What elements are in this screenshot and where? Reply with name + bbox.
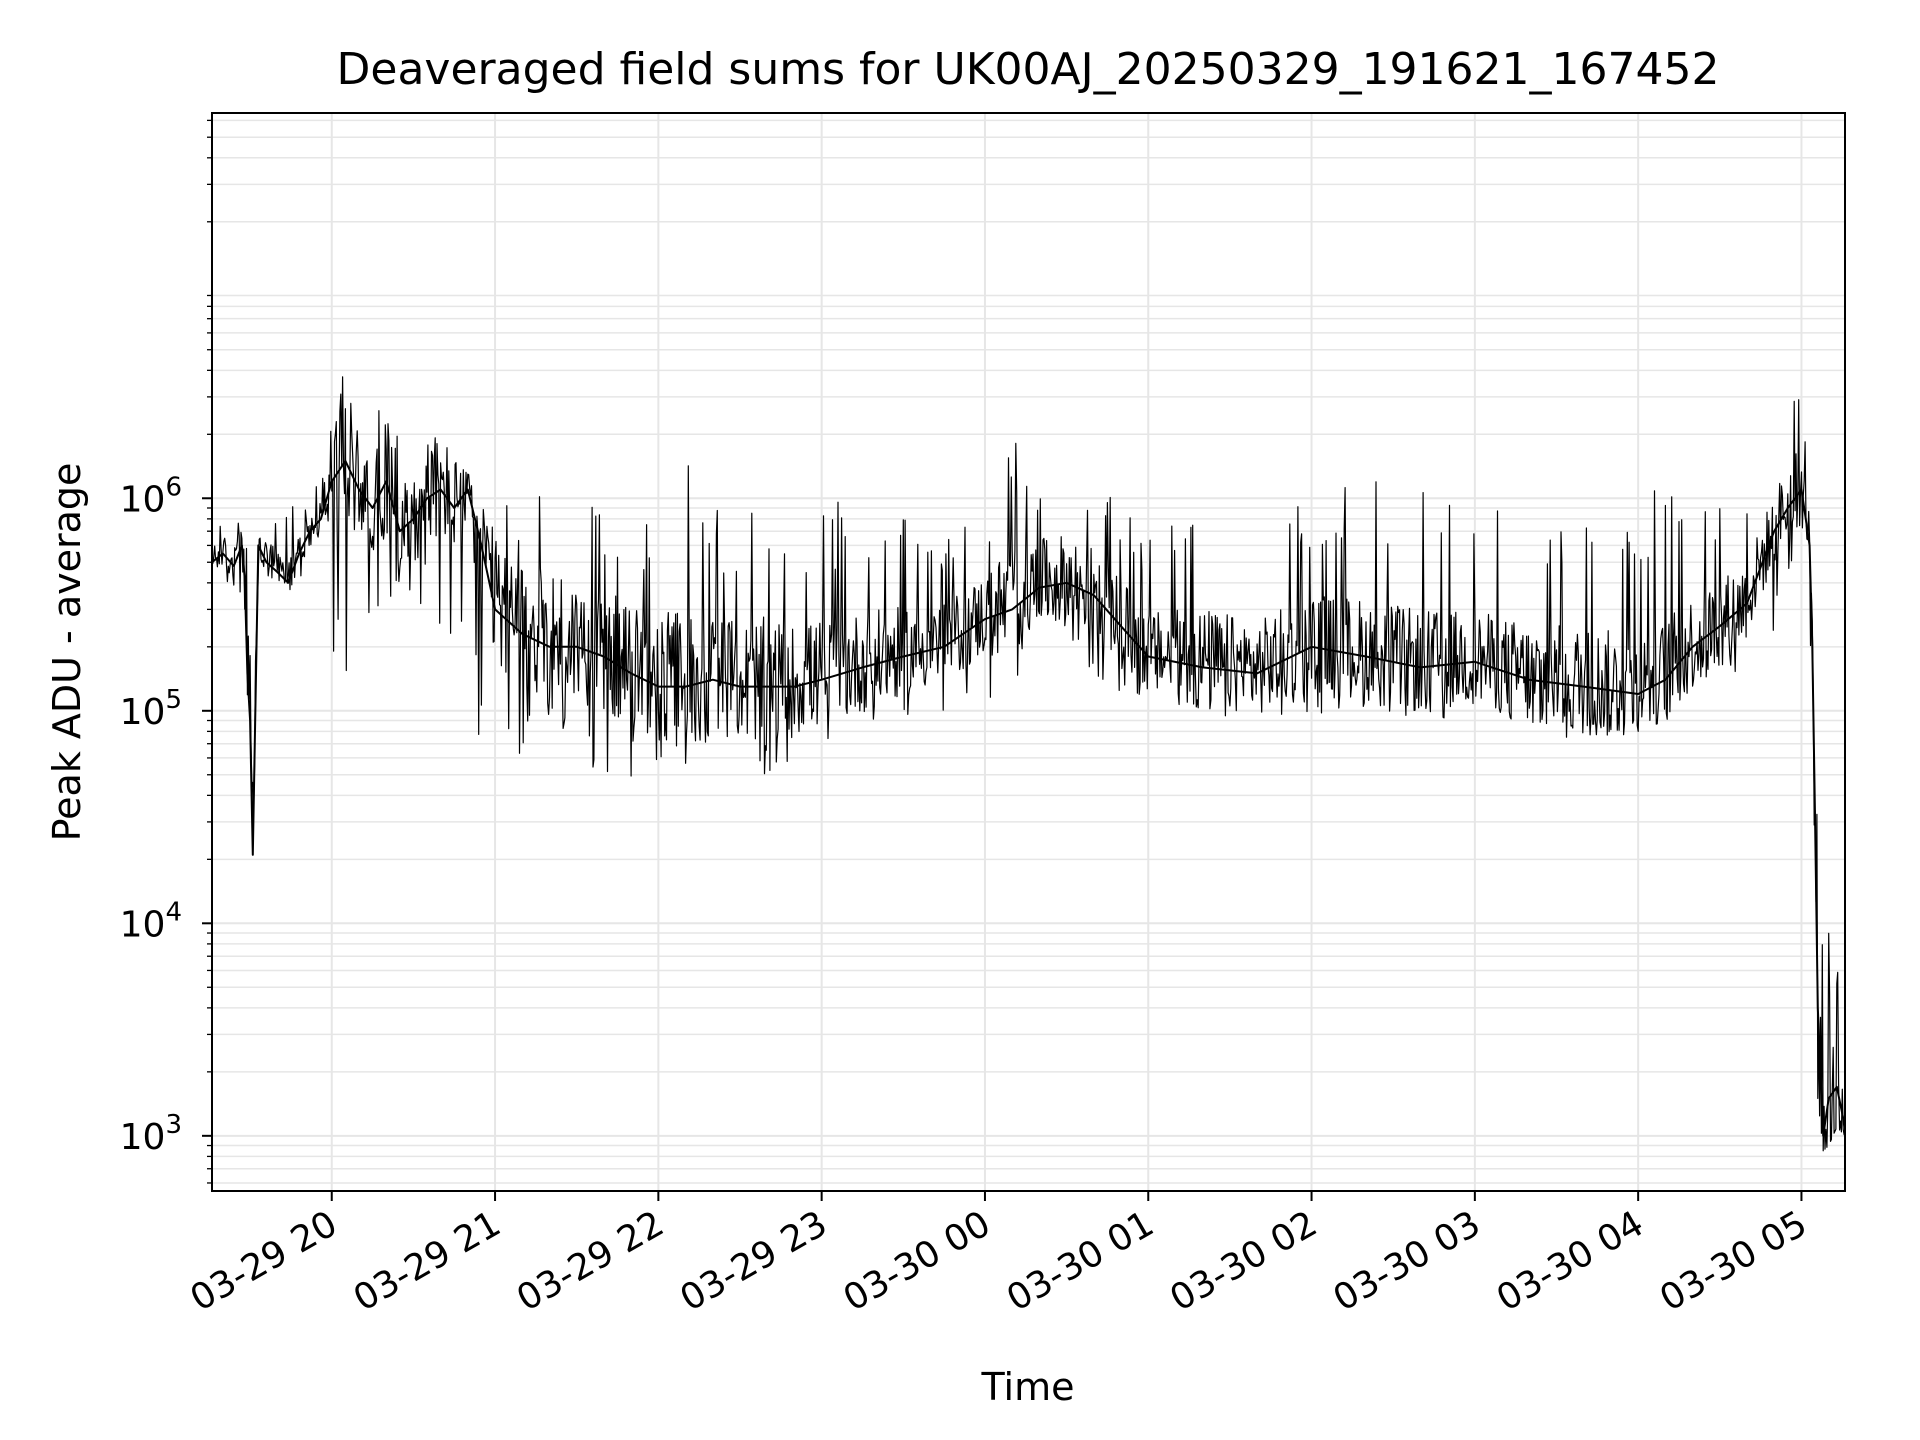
y-tick-label: 104 [120, 897, 182, 945]
series-trace [212, 376, 1845, 1152]
y-tick-label: 103 [120, 1110, 182, 1158]
series-line [212, 459, 1845, 1137]
axis-ticks [202, 119, 1803, 1201]
x-axis-label: Time [981, 1365, 1075, 1409]
y-tick-label: 105 [120, 685, 182, 733]
y-tick-labels: 103 104 105 106 [120, 472, 182, 1158]
y-tick-label: 106 [120, 472, 182, 520]
plot-frame [211, 112, 1846, 1192]
series-area [212, 376, 1845, 1152]
chart-title: Deaveraged field sums for UK00AJ_2025032… [337, 44, 1720, 95]
y-axis-label: Peak ADU - average [45, 463, 89, 842]
